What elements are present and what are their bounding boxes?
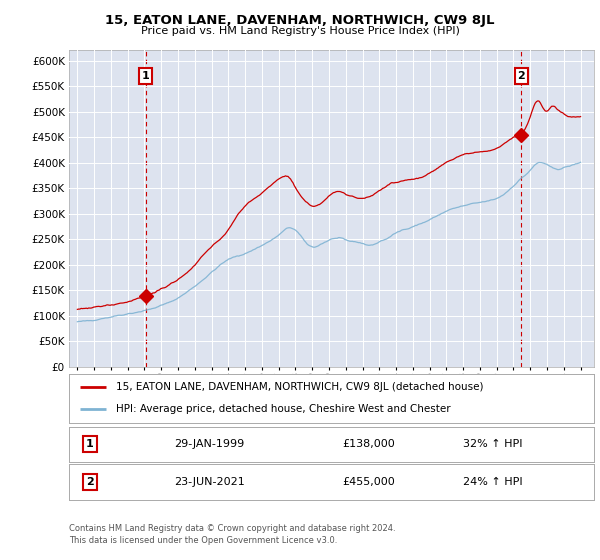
Text: 15, EATON LANE, DAVENHAM, NORTHWICH, CW9 8JL: 15, EATON LANE, DAVENHAM, NORTHWICH, CW9…	[105, 14, 495, 27]
Text: Price paid vs. HM Land Registry's House Price Index (HPI): Price paid vs. HM Land Registry's House …	[140, 26, 460, 36]
Text: 1: 1	[86, 440, 94, 449]
Text: Contains HM Land Registry data © Crown copyright and database right 2024.: Contains HM Land Registry data © Crown c…	[69, 524, 395, 533]
Text: 2: 2	[86, 477, 94, 487]
Text: 15, EATON LANE, DAVENHAM, NORTHWICH, CW9 8JL (detached house): 15, EATON LANE, DAVENHAM, NORTHWICH, CW9…	[116, 382, 484, 393]
Text: This data is licensed under the Open Government Licence v3.0.: This data is licensed under the Open Gov…	[69, 536, 337, 545]
Text: 32% ↑ HPI: 32% ↑ HPI	[463, 440, 522, 449]
Text: 23-JUN-2021: 23-JUN-2021	[174, 477, 245, 487]
Text: 2: 2	[517, 71, 525, 81]
Text: HPI: Average price, detached house, Cheshire West and Chester: HPI: Average price, detached house, Ches…	[116, 404, 451, 414]
Text: 24% ↑ HPI: 24% ↑ HPI	[463, 477, 523, 487]
Text: £455,000: £455,000	[342, 477, 395, 487]
Text: 1: 1	[142, 71, 149, 81]
Text: 29-JAN-1999: 29-JAN-1999	[174, 440, 244, 449]
Text: £138,000: £138,000	[342, 440, 395, 449]
